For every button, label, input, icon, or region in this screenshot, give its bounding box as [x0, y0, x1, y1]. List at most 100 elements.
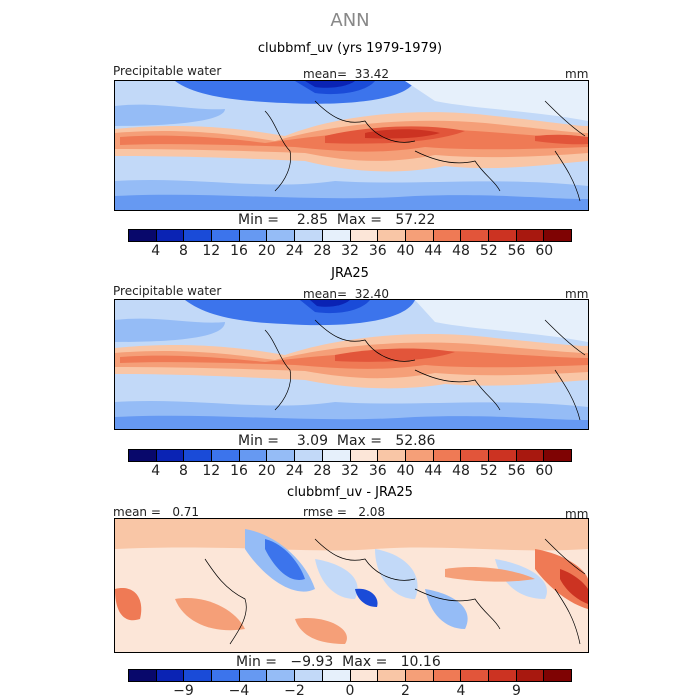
supertitle: ANN [330, 10, 370, 31]
colorbar-swatch [350, 230, 379, 241]
colorbar-swatch [433, 230, 462, 241]
colorbar-tick-label: 0 [345, 683, 355, 699]
colorbar-tick-label: 56 [507, 463, 526, 479]
colorbar-swatch [516, 670, 545, 681]
colorbar-swatch [129, 450, 157, 461]
panel-1-title: clubbmf_uv (yrs 1979-1979) [257, 41, 443, 56]
colorbar-tick-label: 2 [401, 683, 410, 699]
colorbar-swatch [461, 670, 489, 681]
panel-1-variable-label: Precipitable water [113, 64, 222, 78]
colorbar-swatch [350, 670, 379, 681]
panel-1-units-label: mm [565, 67, 589, 81]
colorbar-swatch [156, 670, 185, 681]
panel-2-mean-label: mean= 32.40 [303, 287, 390, 301]
colorbar-swatch [184, 670, 213, 681]
panel-3-rmse-label: rmse = 2.08 [303, 505, 386, 519]
colorbar-swatch [461, 450, 489, 461]
colorbar-tick-label: 40 [396, 463, 415, 479]
panel-2-variable-label: Precipitable water [113, 284, 222, 298]
colorbar-swatch [267, 230, 296, 241]
colorbar-swatch [544, 670, 571, 681]
colorbar-swatch [212, 230, 240, 241]
colorbar-tick-label: 12 [202, 243, 221, 259]
panel-3-min-max: Min = −9.93 Max = 10.16 [236, 654, 441, 670]
colorbar-tick-label: 9 [512, 683, 521, 699]
colorbar-swatch [461, 230, 489, 241]
panel-1-colorbar [128, 229, 572, 242]
colorbar-swatch [433, 450, 462, 461]
colorbar-swatch [322, 230, 351, 241]
colorbar-tick-label: 28 [313, 243, 332, 259]
colorbar-tick-label: 40 [396, 243, 415, 259]
panel-1-min-max: Min = 2.85 Max = 57.22 [238, 212, 436, 228]
panel-2-map [114, 299, 589, 430]
colorbar-swatch [488, 670, 517, 681]
colorbar-swatch [405, 670, 434, 681]
colorbar-swatch [212, 450, 240, 461]
panel-2-min-max: Min = 3.09 Max = 52.86 [238, 433, 436, 449]
colorbar-swatch [184, 230, 213, 241]
colorbar-swatch [295, 670, 323, 681]
panel-1-map [114, 80, 589, 211]
colorbar-tick-label: 44 [424, 243, 443, 259]
colorbar-swatch [267, 670, 296, 681]
colorbar-tick-label: 20 [257, 243, 276, 259]
colorbar-swatch [516, 450, 545, 461]
colorbar-swatch [267, 450, 296, 461]
colorbar-swatch [405, 450, 434, 461]
colorbar-tick-label: 24 [285, 463, 304, 479]
colorbar-swatch [516, 230, 545, 241]
colorbar-tick-label: 20 [257, 463, 276, 479]
colorbar-tick-label: 4 [151, 463, 161, 479]
panel-2-colorbar [128, 449, 572, 462]
colorbar-swatch [378, 230, 406, 241]
colorbar-tick-label: 36 [368, 243, 387, 259]
colorbar-swatch [350, 450, 379, 461]
colorbar-swatch [295, 230, 323, 241]
colorbar-swatch [433, 670, 462, 681]
colorbar-swatch [378, 670, 406, 681]
colorbar-tick-label: 44 [424, 463, 443, 479]
panel-2-units-label: mm [565, 287, 589, 301]
colorbar-tick-label: 60 [535, 243, 554, 259]
colorbar-tick-label: 8 [179, 463, 188, 479]
colorbar-tick-label: 32 [341, 463, 359, 479]
colorbar-tick-label: 24 [285, 243, 304, 259]
colorbar-swatch [239, 230, 268, 241]
colorbar-tick-label: −9 [173, 683, 194, 699]
colorbar-swatch [488, 230, 517, 241]
colorbar-tick-label: 56 [507, 243, 526, 259]
panel-2-field [115, 300, 588, 429]
colorbar-tick-label: 48 [452, 463, 470, 479]
colorbar-swatch [239, 670, 268, 681]
colorbar-swatch [129, 230, 157, 241]
panel-2-title: JRA25 [331, 266, 369, 281]
colorbar-tick-label: 4 [456, 683, 466, 699]
colorbar-swatch [544, 450, 571, 461]
colorbar-swatch [322, 670, 351, 681]
panel-3-map [114, 518, 589, 653]
colorbar-swatch [322, 450, 351, 461]
colorbar-swatch [488, 450, 517, 461]
colorbar-tick-label: 36 [368, 463, 387, 479]
colorbar-tick-label: 16 [230, 463, 248, 479]
colorbar-tick-label: 52 [479, 463, 498, 479]
colorbar-tick-label: 52 [479, 243, 498, 259]
colorbar-swatch [184, 450, 213, 461]
colorbar-tick-label: −2 [284, 683, 305, 699]
colorbar-tick-label: 48 [452, 243, 470, 259]
colorbar-swatch [156, 450, 185, 461]
colorbar-tick-label: 28 [313, 463, 332, 479]
panel-1-field [115, 81, 588, 210]
colorbar-tick-label: 12 [202, 463, 221, 479]
colorbar-swatch [378, 450, 406, 461]
colorbar-tick-label: −4 [228, 683, 250, 699]
colorbar-tick-label: 8 [179, 243, 188, 259]
colorbar-tick-label: 16 [230, 243, 248, 259]
colorbar-tick-label: 60 [535, 463, 554, 479]
panel-1-mean-label: mean= 33.42 [303, 67, 390, 81]
panel-3-units-label: mm [565, 507, 589, 521]
colorbar-swatch [295, 450, 323, 461]
colorbar-swatch [544, 230, 571, 241]
colorbar-swatch [405, 230, 434, 241]
